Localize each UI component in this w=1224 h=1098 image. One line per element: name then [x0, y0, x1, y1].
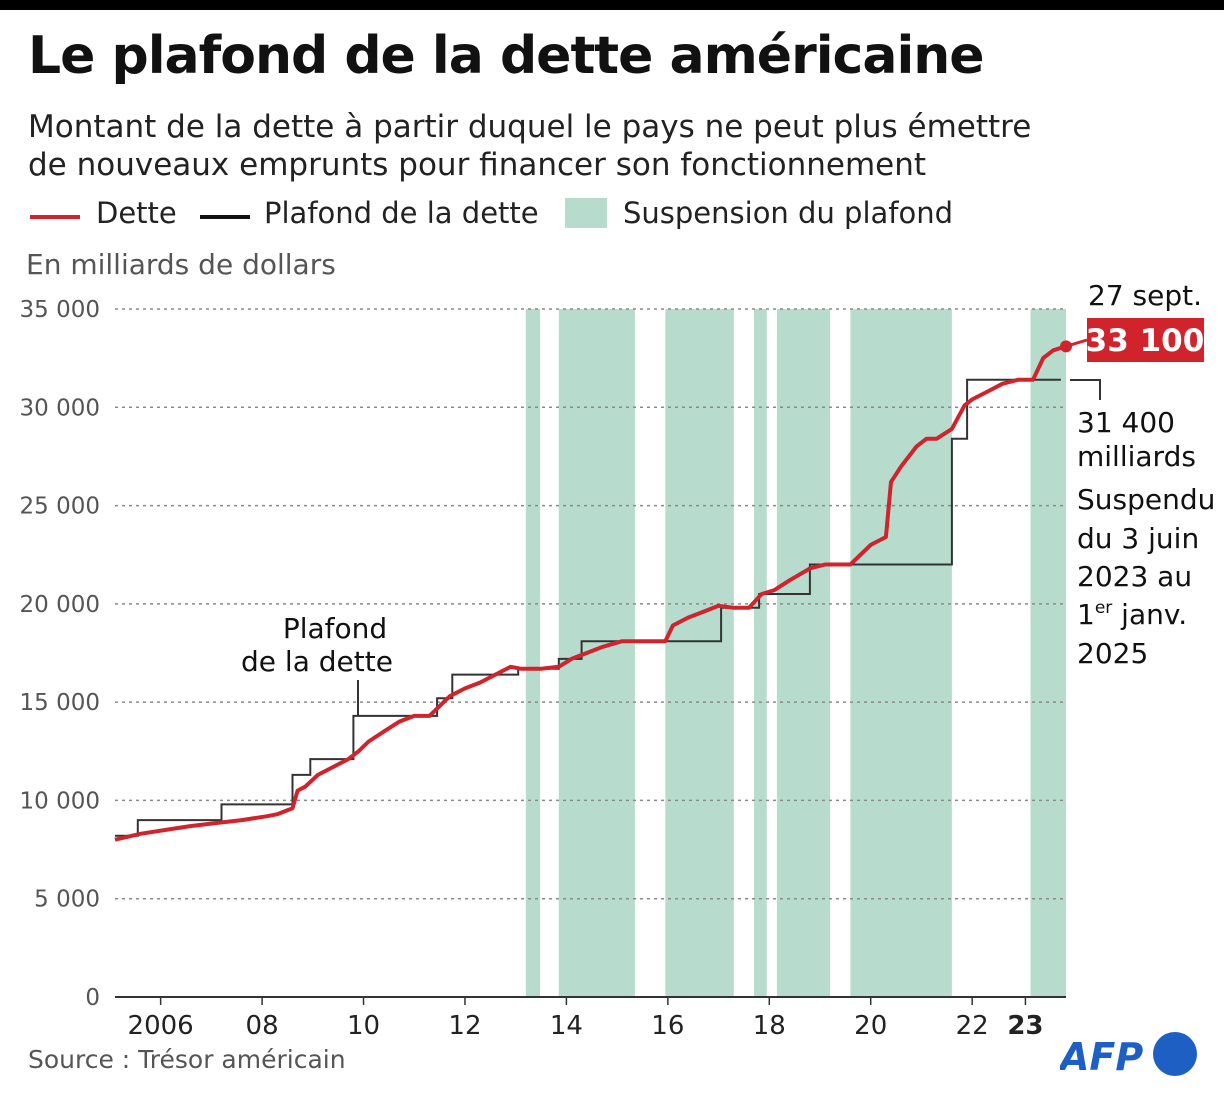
- suspension-note-line-2: du 3 juin: [1077, 522, 1199, 555]
- y-tick-label: 35 000: [20, 297, 100, 323]
- end-value-box: [1087, 318, 1204, 362]
- y-tick-label: 30 000: [20, 395, 100, 421]
- suspension-band-2: [558, 309, 635, 997]
- suspension-note-line-3: 2023 au: [1077, 560, 1192, 593]
- subtitle-line-2: de nouveaux emprunts pour financer son f…: [28, 147, 927, 183]
- ceiling-annotation-line-2: de la dette: [241, 645, 393, 678]
- top-rule: [0, 0, 1224, 10]
- suspension-note-sup: er: [1095, 598, 1112, 618]
- y-tick-label: 25 000: [20, 494, 100, 520]
- suspension-note-1: 1: [1077, 598, 1095, 631]
- y-tick-label: 5 000: [34, 887, 100, 913]
- suspension-band-6: [850, 309, 952, 997]
- x-tick-label: 08: [246, 1011, 279, 1041]
- legend-swatch-ceiling: [200, 215, 250, 219]
- suspension-note-line-5: 2025: [1077, 637, 1148, 670]
- series-line-debt: [114, 344, 1067, 842]
- last-ceiling-bracket: [1070, 379, 1101, 400]
- end-value-leader: [1065, 338, 1088, 348]
- afp-logo: AFP: [1060, 1032, 1197, 1079]
- x-tick-label: 16: [651, 1011, 684, 1041]
- suspension-note-line-4: 1er janv.: [1077, 598, 1187, 631]
- suspension-band-1: [525, 309, 541, 997]
- x-tick-label: 12: [448, 1011, 481, 1041]
- suspension-note-line-1: Suspendu: [1077, 483, 1215, 516]
- x-tick-label: 20: [854, 1011, 887, 1041]
- afp-logo-text: AFP: [1060, 1035, 1143, 1079]
- x-axis-ticks: 2006 08 10 12 14 16 18 20 22 23: [128, 997, 1044, 1041]
- y-tick-label: 15 000: [20, 690, 100, 716]
- x-tick-label: 22: [956, 1011, 989, 1041]
- y-axis-ticks: 0 5 000 10 000 15 000 20 000 25 000 30 000 35 0…: [20, 297, 100, 1011]
- y-tick-label: 20 000: [20, 592, 100, 618]
- x-tick-label: 23: [1007, 1011, 1043, 1041]
- suspension-band-5: [776, 309, 831, 997]
- grid-lines: [115, 308, 1066, 900]
- x-tick-label: 14: [550, 1011, 583, 1041]
- legend-swatch-debt: [30, 215, 80, 219]
- subtitle-line-1: Montant de la dette à partir duquel le p…: [28, 109, 1032, 145]
- ceiling-annotation-line-1: Plafond: [283, 612, 387, 645]
- x-tick-label: 2006: [128, 1011, 194, 1041]
- suspension-band-7: [1030, 309, 1066, 997]
- x-tick-label: 18: [753, 1011, 786, 1041]
- unit-label: En milliards de dollars: [26, 248, 336, 281]
- source-note: Source : Trésor américain: [28, 1045, 346, 1074]
- end-value-label: 33 100: [1086, 323, 1205, 359]
- last-ceiling-unit: milliards: [1077, 440, 1196, 473]
- suspension-band-4: [754, 309, 767, 997]
- y-tick-label: 10 000: [20, 788, 100, 814]
- legend-label-ceiling: Plafond de la dette: [264, 196, 539, 230]
- suspension-note-janv: janv.: [1112, 598, 1187, 631]
- legend-label-debt: Dette: [96, 196, 177, 230]
- y-tick-label: 0: [85, 985, 100, 1011]
- last-ceiling-value: 31 400: [1077, 406, 1175, 439]
- chart-subtitle: Montant de la dette à partir duquel le p…: [28, 108, 1128, 184]
- legend-label-suspension: Suspension du plafond: [623, 196, 954, 230]
- suspension-bands: [525, 309, 1066, 997]
- end-date-label: 27 sept.: [1088, 279, 1202, 312]
- x-tick-label: 10: [347, 1011, 380, 1041]
- legend-swatch-suspension: [565, 198, 607, 228]
- suspension-band-3: [665, 309, 734, 997]
- afp-logo-circle: [1153, 1032, 1197, 1076]
- chart-title: Le plafond de la dette américaine: [28, 26, 985, 86]
